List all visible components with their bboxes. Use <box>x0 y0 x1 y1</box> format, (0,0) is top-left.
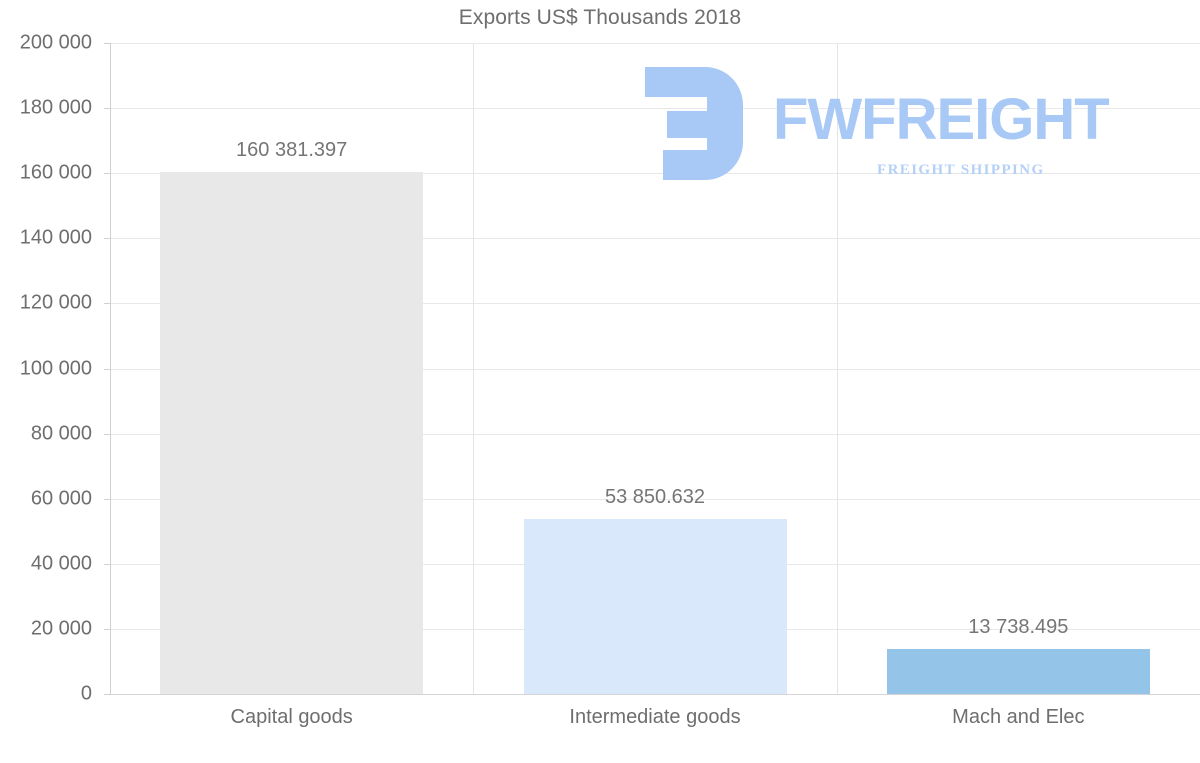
y-axis-tick-label: 80 000 <box>30 422 92 445</box>
gridline <box>110 498 1200 500</box>
y-axis-tick-mark <box>104 43 111 44</box>
y-axis-tick-label: 160 000 <box>19 161 92 184</box>
gridline <box>110 694 1200 695</box>
y-axis-tick-label: 180 000 <box>19 96 92 119</box>
x-axis-tick-label: Mach and Elec <box>952 706 1085 728</box>
gridline <box>110 433 1200 435</box>
y-axis-tick-label: 200 000 <box>19 31 92 54</box>
bar[interactable] <box>886 649 1150 694</box>
y-axis-tick-mark <box>104 694 111 695</box>
y-axis-tick-label: 20 000 <box>30 617 92 640</box>
bar-value-label: 53 850.632 <box>604 485 706 508</box>
category-separator <box>473 43 474 694</box>
y-axis-tick-mark <box>104 498 111 500</box>
x-axis-tick-label: Capital goods <box>230 706 353 728</box>
y-axis-tick-label: 0 <box>80 682 92 705</box>
plot-area <box>110 43 1200 695</box>
y-axis-tick-label: 120 000 <box>19 291 92 314</box>
bar[interactable] <box>523 518 787 694</box>
y-axis-tick-mark <box>104 628 111 630</box>
y-axis-tick-mark <box>104 368 111 370</box>
y-axis-tick-mark <box>104 433 111 435</box>
gridline <box>110 238 1200 240</box>
y-axis-tick-mark <box>104 303 111 305</box>
gridline <box>110 368 1200 370</box>
gridline <box>110 43 1200 44</box>
y-axis-tick-mark <box>104 238 111 240</box>
gridline <box>110 108 1200 110</box>
y-axis-tick-label: 140 000 <box>19 226 92 249</box>
gridline <box>110 303 1200 305</box>
x-axis-tick-label: Intermediate goods <box>569 706 741 728</box>
y-axis-tick-mark <box>104 173 111 175</box>
bar-value-label: 160 381.397 <box>236 138 348 161</box>
chart-title: Exports US$ Thousands 2018 <box>458 6 742 29</box>
category-separator <box>837 43 838 694</box>
y-axis-tick-label: 40 000 <box>30 552 92 575</box>
bar[interactable] <box>160 171 424 694</box>
y-axis-tick-mark <box>104 108 111 110</box>
y-axis-tick-label: 100 000 <box>19 357 92 379</box>
y-axis-tick-label: 60 000 <box>30 487 92 510</box>
bar-value-label: 13 738.495 <box>968 616 1069 639</box>
y-axis-tick-mark <box>104 563 111 565</box>
